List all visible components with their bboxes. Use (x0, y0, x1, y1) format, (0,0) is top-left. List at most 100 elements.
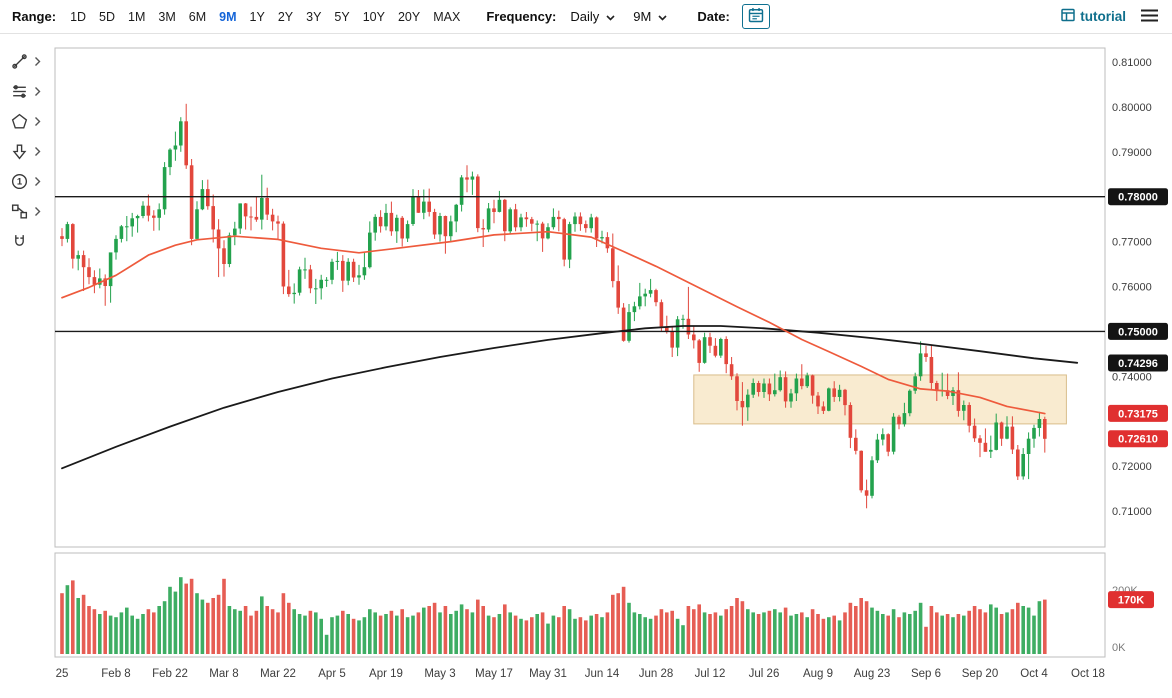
svg-text:May 17: May 17 (475, 668, 513, 680)
date-label: Date: (697, 9, 730, 24)
candles-layer (60, 103, 1047, 509)
svg-text:0.79000: 0.79000 (1112, 147, 1152, 159)
svg-text:May 31: May 31 (529, 668, 567, 680)
period-value: 9M (633, 9, 652, 24)
volume-layer (60, 577, 1047, 654)
magnet-tool-icon (10, 232, 29, 254)
volume-value-badge: 170K (1108, 591, 1154, 609)
arrow-tool-icon (10, 142, 29, 164)
frequency-select[interactable]: Daily (566, 7, 619, 26)
svg-text:25: 25 (56, 668, 69, 680)
svg-text:Jun 28: Jun 28 (639, 668, 674, 680)
highlight-zone-annotation[interactable] (693, 374, 1067, 425)
svg-text:0.77000: 0.77000 (1112, 237, 1152, 249)
range-option-1d[interactable]: 1D (70, 9, 87, 24)
svg-text:0.75000: 0.75000 (1118, 326, 1158, 338)
fibonacci-tool-icon (10, 82, 29, 104)
trendline-tool-icon (10, 52, 29, 74)
ma-fast-line[interactable] (61, 230, 1046, 415)
annotation-tool-button[interactable]: 1 (8, 168, 43, 197)
svg-text:0K: 0K (1112, 642, 1126, 654)
range-option-10y[interactable]: 10Y (362, 9, 385, 24)
svg-text:Jul 26: Jul 26 (749, 668, 780, 680)
top-toolbar: Range: 1D 5D 1M 3M 6M 9M 1Y 2Y 3Y 5Y 10Y 20Y MAX Fre… (0, 0, 1172, 34)
magnet-tool-button[interactable] (8, 228, 43, 257)
chevron-right-icon (34, 205, 41, 220)
svg-text:Apr 5: Apr 5 (318, 668, 346, 680)
chevron-right-icon (34, 115, 41, 130)
chevron-down-icon (606, 9, 615, 24)
support-level-badge: 0.75000 (1108, 322, 1168, 340)
last-price-badge: 0.72610 (1108, 430, 1168, 448)
menu-button[interactable] (1139, 7, 1160, 27)
svg-text:0.78000: 0.78000 (1118, 192, 1158, 204)
drawing-tools-sidebar: 1 (8, 48, 43, 257)
range-option-20y[interactable]: 20Y (397, 9, 421, 24)
tutorial-label: tutorial (1080, 9, 1126, 24)
range-option-9m[interactable]: 9M (219, 9, 237, 24)
range-option-3m[interactable]: 3M (158, 9, 176, 24)
tutorial-link[interactable]: tutorial (1061, 8, 1126, 25)
svg-text:Jul 12: Jul 12 (695, 668, 726, 680)
annotation-tool-icon: 1 (10, 172, 29, 194)
range-option-2y[interactable]: 2Y (277, 9, 294, 24)
svg-text:Oct 18: Oct 18 (1071, 668, 1105, 680)
svg-text:Sep 20: Sep 20 (962, 668, 998, 680)
svg-text:170K: 170K (1118, 595, 1144, 607)
range-option-6m[interactable]: 6M (188, 9, 207, 24)
chevron-right-icon (34, 55, 41, 70)
price-pane[interactable] (54, 47, 1106, 548)
range-option-5y[interactable]: 5Y (334, 9, 350, 24)
range-option-1y[interactable]: 1Y (249, 9, 265, 24)
range-option-3y[interactable]: 3Y (306, 9, 322, 24)
svg-text:0.73175: 0.73175 (1118, 408, 1158, 420)
candlestick-chart[interactable]: 0.81000 0.80000 0.79000 0.77000 0.76000 0.740… (0, 34, 1172, 698)
svg-text:0.80000: 0.80000 (1112, 102, 1152, 114)
arrow-tool-button[interactable] (8, 138, 43, 167)
svg-text:0.71000: 0.71000 (1112, 506, 1152, 518)
chevron-right-icon (34, 175, 41, 190)
range-option-max[interactable]: MAX (433, 9, 461, 24)
resistance-level-badge: 0.78000 (1108, 188, 1168, 206)
slow-ma-value-badge: 0.74296 (1108, 354, 1168, 372)
frequency-label: Frequency: (486, 9, 557, 24)
svg-text:May 3: May 3 (424, 668, 455, 680)
chevron-down-icon (658, 9, 667, 24)
shapes-tool-icon (10, 112, 29, 134)
svg-text:Sep 6: Sep 6 (911, 668, 941, 680)
range-option-1m[interactable]: 1M (128, 9, 146, 24)
trendline-tool-button[interactable] (8, 48, 43, 77)
date-picker-button[interactable] (741, 4, 770, 29)
ma-slow-line[interactable] (61, 325, 1079, 470)
svg-text:1: 1 (17, 176, 23, 187)
frequency-value: Daily (570, 9, 600, 24)
period-select[interactable]: 9M (629, 7, 671, 26)
chevron-right-icon (34, 145, 41, 160)
range-option-5d[interactable]: 5D (99, 9, 116, 24)
calendar-icon (747, 6, 765, 27)
fibonacci-tool-button[interactable] (8, 78, 43, 107)
chevron-right-icon (34, 85, 41, 100)
svg-text:Aug 9: Aug 9 (803, 668, 833, 680)
chart-area: 1 0.81000 0.80000 0.79000 0.77000 0.76000 0.7… (0, 34, 1172, 698)
svg-text:Feb 22: Feb 22 (152, 668, 188, 680)
indicators-tool-icon (10, 202, 29, 224)
indicators-tool-button[interactable] (8, 198, 43, 227)
svg-text:Mar 22: Mar 22 (260, 668, 296, 680)
svg-text:Aug 23: Aug 23 (854, 668, 890, 680)
tutorial-icon (1061, 8, 1075, 25)
x-axis-labels: 25 Feb 8 Feb 22 Mar 8 Mar 22 Apr 5 Apr 19 May 3… (56, 668, 1105, 680)
svg-text:0.74000: 0.74000 (1112, 371, 1152, 383)
range-label: Range: (12, 9, 57, 24)
range-selector: 1D 5D 1M 3M 6M 9M 1Y 2Y 3Y 5Y 10Y 20Y MAX (70, 10, 460, 24)
svg-text:0.72610: 0.72610 (1118, 434, 1158, 446)
fast-ma-value-badge: 0.73175 (1108, 404, 1168, 422)
svg-text:0.74296: 0.74296 (1118, 358, 1158, 370)
svg-text:0.81000: 0.81000 (1112, 57, 1152, 69)
shapes-tool-button[interactable] (8, 108, 43, 137)
hamburger-menu-icon (1141, 9, 1158, 25)
svg-text:Mar 8: Mar 8 (209, 668, 238, 680)
y-axis-labels: 0.81000 0.80000 0.79000 0.77000 0.76000 0.740… (1112, 57, 1152, 518)
svg-text:Oct 4: Oct 4 (1020, 668, 1048, 680)
svg-text:0.72000: 0.72000 (1112, 461, 1152, 473)
